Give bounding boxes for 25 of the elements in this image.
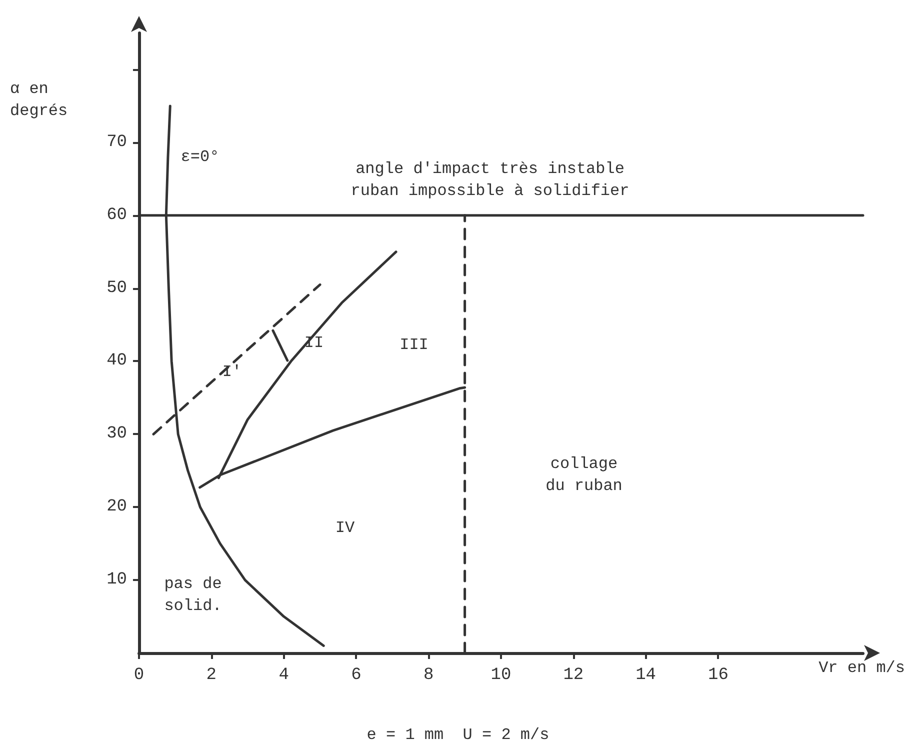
- y-tick-label: 30: [106, 424, 127, 444]
- x-tick-label: 4: [278, 666, 289, 685]
- x-tick-label: 2: [206, 666, 216, 685]
- annotation: angle d'impact très instable ruban impossible à solidifier: [350, 160, 630, 200]
- annotation: pas de solid.: [164, 575, 222, 615]
- x-tick-label: 10: [490, 666, 512, 685]
- y-tick-label: 40: [106, 352, 127, 371]
- y-tick-label: 10: [106, 570, 127, 590]
- x-tick-label: 0: [134, 666, 144, 685]
- x-tick-label: 6: [351, 666, 362, 685]
- x-tick-label: 16: [708, 666, 728, 685]
- y-tick-label: 60: [106, 206, 127, 225]
- x-axis-title: Vr en m/s: [818, 659, 905, 677]
- y-tick-label: 50: [106, 278, 127, 298]
- x-tick-label: 14: [636, 666, 656, 685]
- annotation: ε=0°: [180, 148, 220, 166]
- y-tick-label: 70: [106, 132, 127, 152]
- y-axis-title: α en degrés: [10, 80, 68, 120]
- annotation: collage du ruban: [546, 455, 622, 495]
- annotation: III: [400, 336, 428, 354]
- x-tick-label: 12: [563, 666, 584, 685]
- annotation: IV: [335, 519, 355, 537]
- x-tick-label: 8: [424, 666, 434, 685]
- y-tick-label: 20: [106, 498, 127, 517]
- text: e = 1 mm U = 2 m/s: [366, 726, 550, 744]
